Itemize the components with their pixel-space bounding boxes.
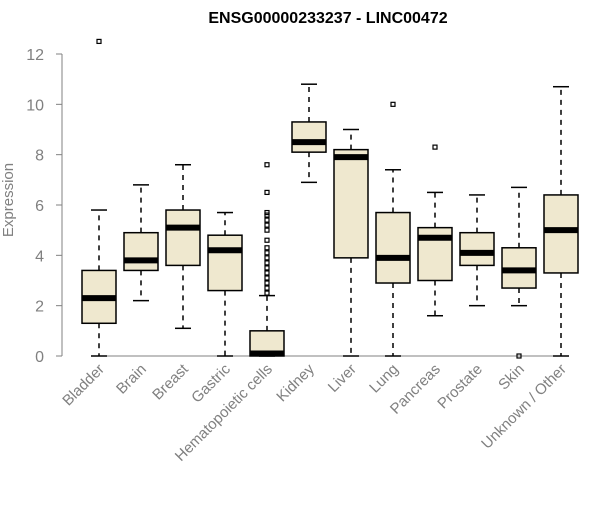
box [333,148,369,259]
outlier-point [264,209,270,216]
outlier-point [264,290,270,296]
x-tick-label: Prostate [434,361,486,413]
y-tick-label: 4 [35,248,44,265]
box [207,234,243,292]
outlier-point [264,222,270,228]
chart-title: ENSG00000233237 - LINC00472 [208,10,447,27]
x-tick-label: Skin [495,361,528,394]
x-tick-label: Liver [325,361,360,396]
axes: 0 2 4 6 8 10 12 [26,47,561,366]
outlier-point [390,101,396,107]
box-group-unknown-other [543,85,579,357]
y-tick-label: 8 [35,148,44,165]
box-group-prostate [459,194,495,307]
outlier-point [264,237,270,243]
box-group-gastric [207,211,243,357]
box-group-pancreas [417,144,453,317]
y-tick-label: 2 [35,299,44,316]
box-group-hematopoietic-cells [249,162,285,357]
outlier-point [516,353,522,359]
outlier-point [264,227,270,233]
outlier-point [264,285,270,291]
outlier-point [264,260,270,266]
y-tick-label: 12 [26,47,44,64]
x-tick-label: Kidney [273,360,318,405]
x-tick-label: Brain [113,361,150,398]
outlier-point [264,255,270,261]
y-axis-label: Expression [0,163,17,237]
box-group-breast [165,163,201,330]
box [375,211,411,284]
box [165,209,201,267]
box [291,121,327,153]
outlier-point [264,275,270,281]
outlier-point [264,270,270,276]
box-group-skin [501,186,537,359]
box-group-lung [375,101,411,357]
outlier-point [264,189,270,196]
box-group-bladder [81,38,117,357]
y-tick-label: 0 [35,349,44,366]
box [543,194,579,274]
outlier-point [264,250,270,256]
outlier-point [264,265,270,271]
outlier-point [264,245,270,251]
outlier-point [264,280,270,286]
box-group-kidney [291,83,327,184]
y-tick-label: 10 [26,97,44,114]
box [459,231,495,267]
outlier-point [432,144,438,150]
box-group-brain [123,184,159,302]
y-tick-label: 6 [35,198,44,215]
outlier-point [96,38,102,45]
outlier-point [264,217,270,223]
x-tick-label: Breast [149,360,192,403]
outlier-point [264,162,270,168]
box-group-liver [333,128,369,357]
box [123,231,159,272]
x-tick-label: Bladder [59,361,108,410]
box-series [81,38,579,359]
x-tick-label: Lung [366,361,402,397]
